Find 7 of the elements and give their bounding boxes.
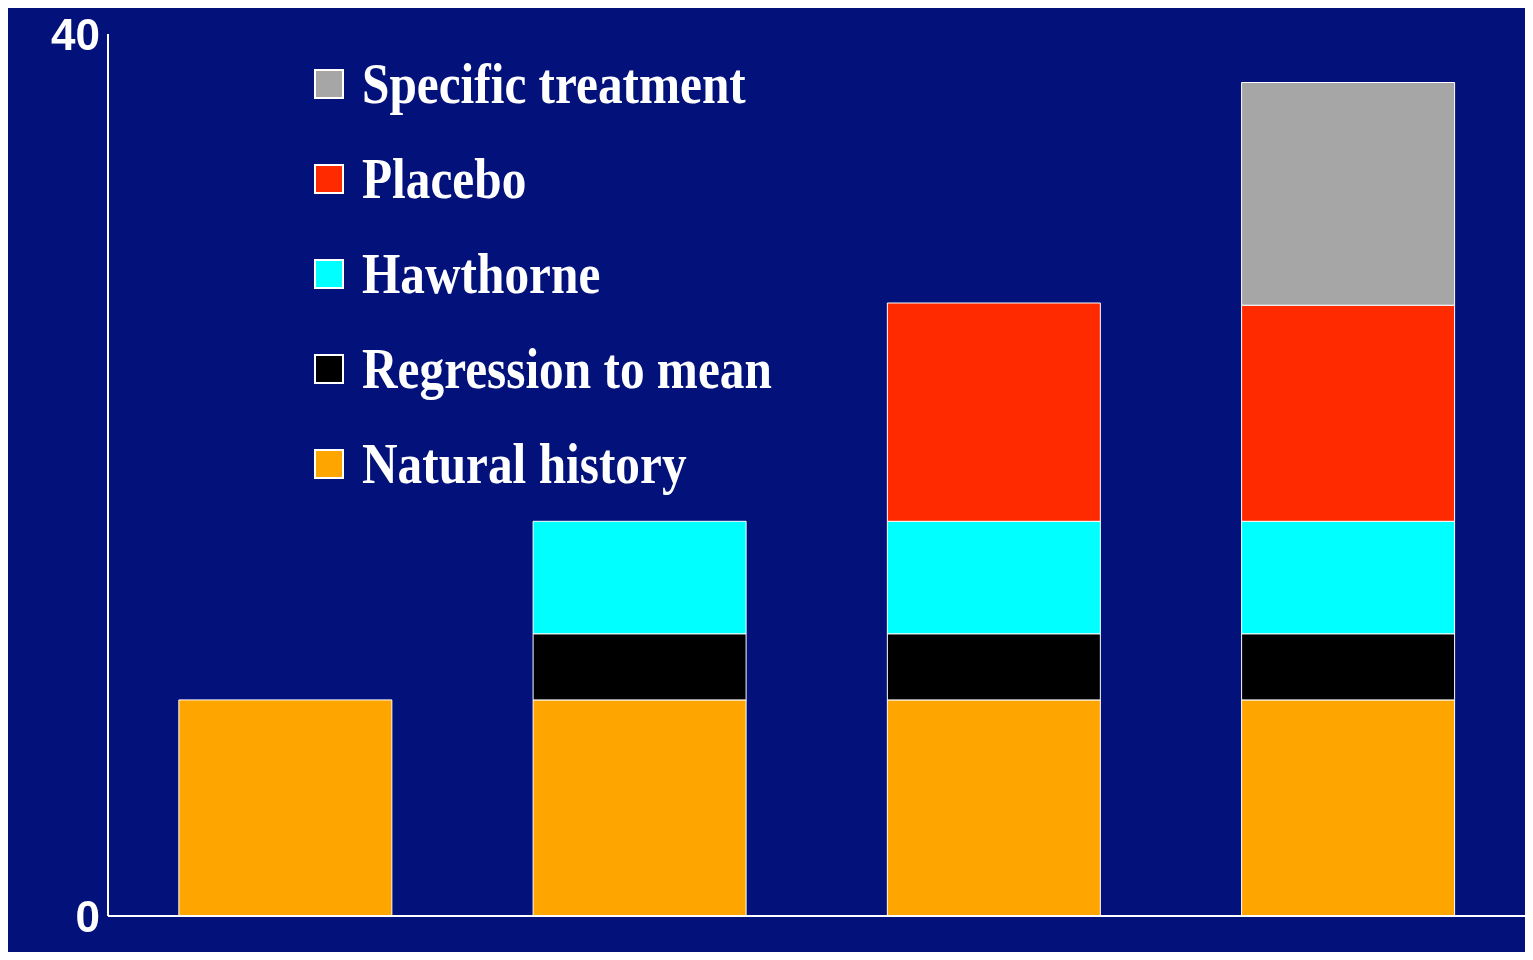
y-tick-label: 0: [75, 891, 100, 941]
legend-label: Placebo: [362, 145, 527, 212]
y-tick-label: 40: [51, 9, 100, 59]
legend-label: Specific treatment: [362, 50, 746, 117]
legend-label: Regression to mean: [362, 335, 772, 402]
legend-label: Hawthorne: [362, 240, 601, 307]
legend-label: Natural history: [362, 430, 687, 497]
